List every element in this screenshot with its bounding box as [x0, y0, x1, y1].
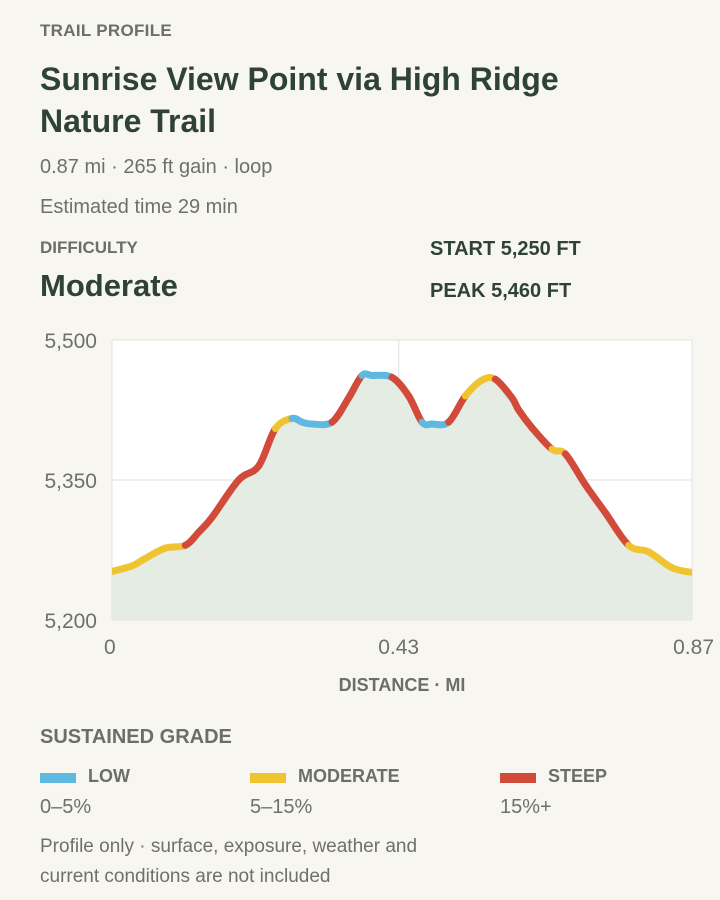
trail-title: Sunrise View Point via High Ridge Nature… — [40, 61, 559, 139]
start-elevation: START 5,250 FT — [430, 238, 581, 260]
legend-swatch-steep — [500, 773, 536, 783]
x-tick-label: 0.43 — [378, 636, 419, 659]
estimated-time: Estimated time 29 min — [40, 196, 238, 218]
y-tick-label: 5,500 — [44, 330, 97, 353]
profile-segment-moderate — [668, 564, 692, 576]
peak-elevation: PEAK 5,460 FT — [430, 280, 572, 302]
difficulty-label: DIFFICULTY — [40, 238, 138, 257]
legend-range-low: 0–5% — [40, 796, 92, 818]
legend-name-steep: STEEP — [548, 766, 608, 786]
section-eyebrow: TRAIL PROFILE — [40, 21, 173, 40]
legend-swatch-moderate — [250, 773, 286, 783]
x-tick-label: 0 — [104, 636, 116, 659]
elevation-area — [112, 373, 692, 620]
trail-summary: 0.87 mi · 265 ft gain · loop — [40, 156, 273, 178]
x-axis-label: DISTANCE · MI — [339, 675, 466, 695]
legend-title: SUSTAINED GRADE — [40, 726, 232, 748]
legend-range-steep: 15%+ — [500, 796, 552, 818]
footnote: Profile only · surface, exposure, weathe… — [40, 836, 418, 887]
y-tick-label: 5,350 — [44, 470, 97, 493]
difficulty-value: Moderate — [40, 268, 178, 303]
legend-swatch-low — [40, 773, 76, 783]
y-tick-label: 5,200 — [44, 610, 97, 633]
legend-name-moderate: MODERATE — [298, 766, 400, 786]
legend-range-moderate: 5–15% — [250, 796, 313, 818]
legend-name-low: LOW — [88, 766, 130, 786]
x-tick-label: 0.87 — [673, 636, 714, 659]
